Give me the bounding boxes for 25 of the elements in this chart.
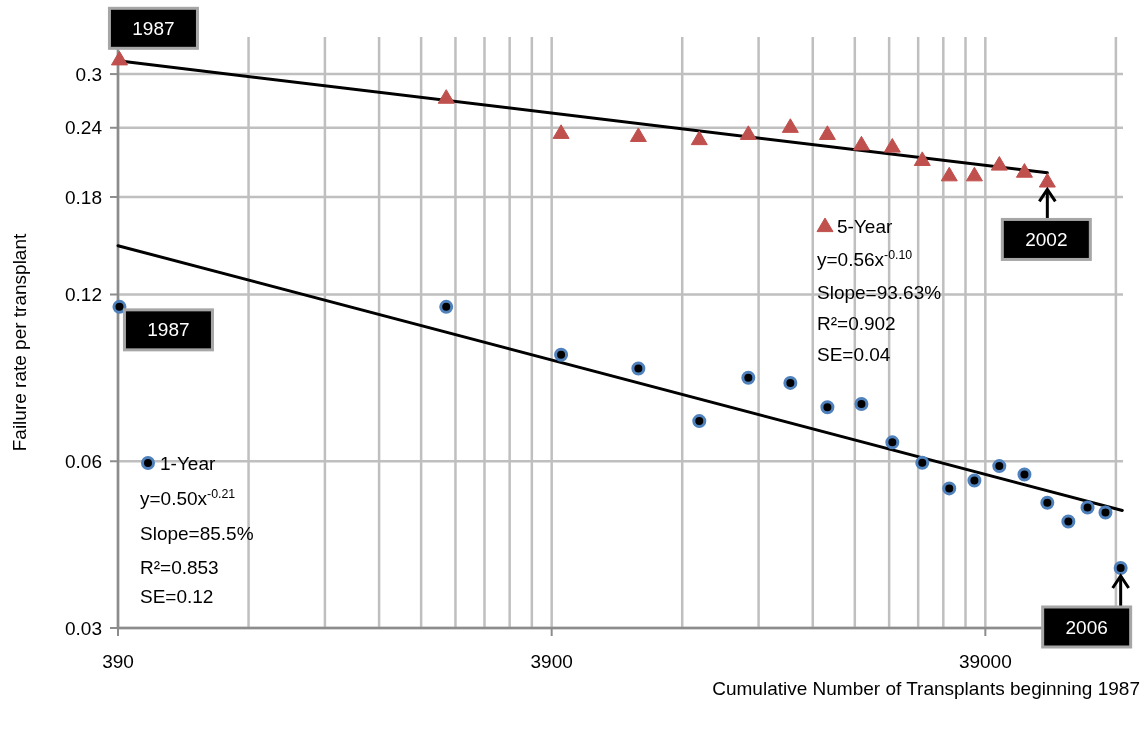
annotation: Slope=85.5% — [140, 523, 254, 544]
annotation: y=0.56x$^{-0.10}$ — [817, 248, 913, 270]
annotation: 1987 — [147, 319, 190, 341]
annotation: SE=0.04 — [817, 344, 891, 365]
annotation: R²=0.853 — [140, 557, 219, 578]
annotation: 2006 — [1065, 616, 1108, 638]
annotation: 2002 — [1025, 229, 1068, 251]
legend-label: 5-Year — [837, 216, 893, 237]
y-tick-label: 0.18 — [65, 186, 102, 208]
annotation: Slope=93.63% — [817, 282, 942, 303]
y-tick-label: 0.03 — [65, 617, 102, 639]
y-tick-label: 0.24 — [65, 117, 103, 139]
y-tick-label: 0.3 — [75, 63, 102, 85]
x-tick-label: 3900 — [530, 651, 573, 672]
y-axis-title: Failure rate per transplant — [9, 233, 30, 452]
legend-label: 1-Year — [160, 453, 216, 474]
annotation: y=0.50x$^{-0.21}$ — [140, 487, 236, 509]
annotation: R²=0.902 — [817, 313, 896, 334]
x-axis-title: Cumulative Number of Transplants beginning 1987 — [712, 678, 1140, 699]
annotation: 1987 — [132, 17, 175, 39]
y-tick-label: 0.06 — [65, 450, 102, 472]
x-tick-label: 39000 — [958, 651, 1012, 672]
annotation: SE=0.12 — [140, 586, 214, 607]
y-tick-label: 0.12 — [65, 284, 102, 306]
x-tick-label: 390 — [102, 651, 134, 672]
